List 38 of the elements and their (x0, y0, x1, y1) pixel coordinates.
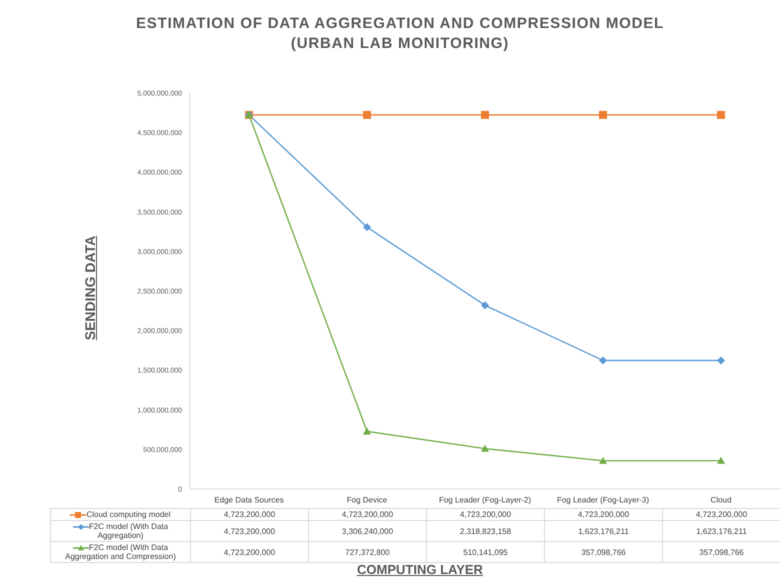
x-tick-label: Edge Data Sources (214, 496, 284, 505)
x-tick-label: Fog Leader (Fog-Layer-2) (438, 496, 532, 505)
data-label: 4,723,200,000 (308, 508, 426, 520)
data-label: 4,723,200,000 (662, 508, 780, 520)
legend-label: F2C model (With Data Aggregation) (50, 520, 190, 542)
point (363, 110, 371, 119)
data-label: 4,723,200,000 (426, 508, 544, 520)
legend-label: F2C model (With Data Aggregation and Compression) (50, 542, 190, 562)
x-tick-label: Fog Device (346, 496, 388, 505)
data-label: 4,723,200,000 (544, 508, 662, 520)
point (599, 110, 607, 119)
data-label: 3,306,240,000 (308, 520, 426, 542)
data-label: 2,318,823,158 (426, 520, 544, 542)
data-label: 1,623,176,211 (544, 520, 662, 542)
x-tick-label: Cloud (710, 496, 732, 505)
point (717, 456, 725, 464)
data-label: 727,372,800 (308, 542, 426, 562)
point (599, 356, 607, 364)
data-label: 357,098,766 (662, 542, 780, 562)
x-tick-label: Fog Leader (Fog-Layer-3) (556, 496, 650, 505)
point (717, 356, 725, 364)
point (481, 444, 489, 452)
x-axis-title: COMPUTING LAYER (356, 562, 484, 577)
point (481, 110, 489, 119)
point (717, 110, 725, 119)
data-label: 4,723,200,000 (190, 508, 308, 520)
point (481, 301, 489, 310)
point (599, 456, 607, 464)
chart-title: ESTIMATION OF DATA AGGREGATION AND COMPRESSION MODEL (URBAN LAB MONITORING) (135, 14, 665, 54)
point (363, 427, 371, 435)
legend-label: Cloud computing model (50, 508, 190, 520)
data-label: 357,098,766 (544, 542, 662, 562)
y-axis-title: SENDING DATA (82, 234, 98, 342)
data-label: 4,723,200,000 (190, 542, 308, 562)
data-label: 510,141,095 (426, 542, 544, 562)
data-label: 1,623,176,211 (662, 520, 780, 542)
point (363, 223, 371, 232)
data-label: 4,723,200,000 (190, 520, 308, 542)
